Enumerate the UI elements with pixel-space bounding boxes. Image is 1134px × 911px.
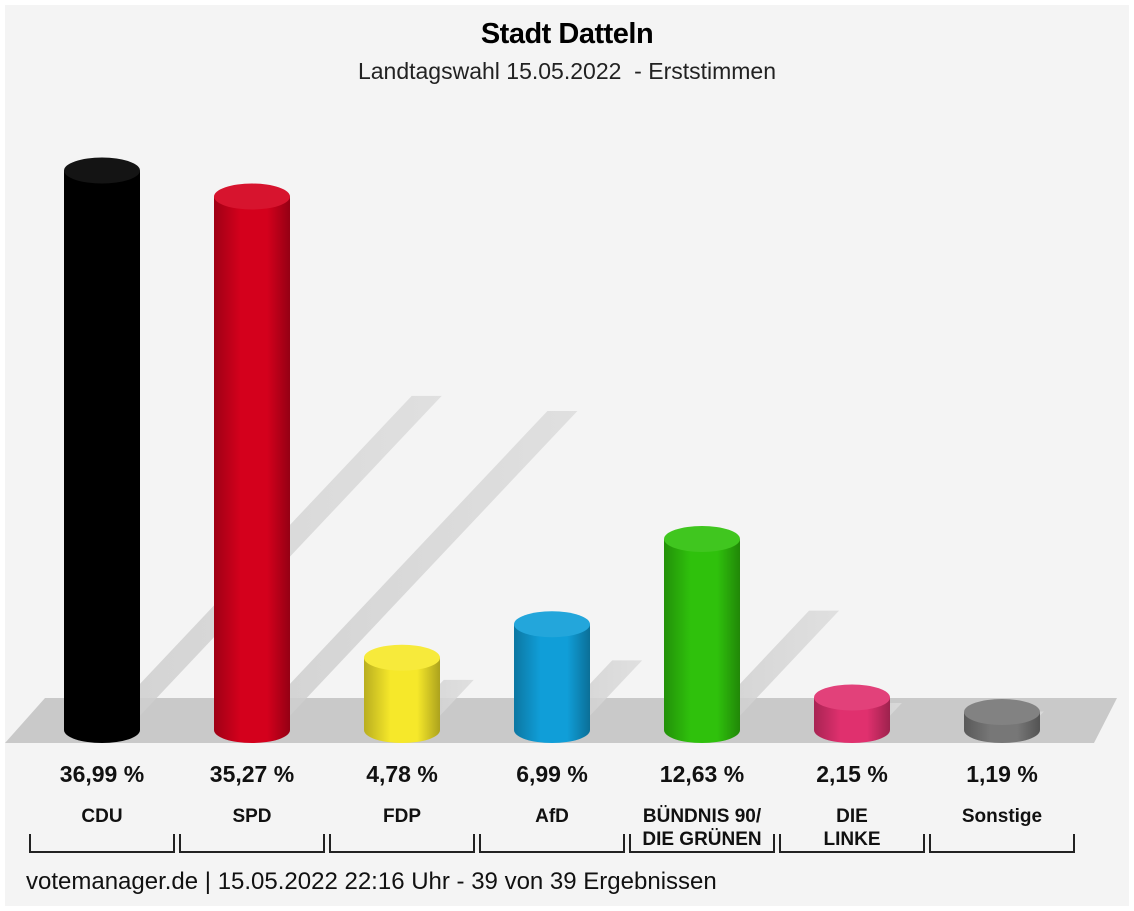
category-label: FDP	[383, 806, 421, 827]
chart-subtitle: Landtagswahl 15.05.2022 - Erststimmen	[357, 58, 777, 84]
category-bracket	[329, 834, 475, 853]
bar-top	[64, 157, 140, 184]
category-label: DIE LINKE	[824, 806, 881, 850]
category-bracket	[479, 834, 625, 853]
category-label: CDU	[81, 806, 122, 827]
value-label: 35,27 %	[210, 761, 294, 787]
bar-1	[214, 183, 290, 743]
bar-3	[514, 611, 590, 743]
chart-background	[5, 5, 1129, 906]
bar-2	[364, 644, 440, 743]
category-bracket	[629, 834, 775, 853]
bar-body	[814, 697, 890, 743]
bar-top	[514, 611, 590, 638]
footer-source: votemanager.de | 15.05.2022 22:16 Uhr - …	[26, 868, 717, 895]
bar-5	[814, 684, 890, 743]
bar-body	[664, 538, 740, 743]
bars	[64, 157, 1040, 743]
bar-6	[964, 699, 1040, 743]
category-label: AfD	[535, 806, 569, 827]
bar-body	[214, 196, 290, 743]
value-label: 6,99 %	[516, 761, 588, 787]
category-label: SPD	[232, 806, 271, 827]
value-label: 1,19 %	[966, 761, 1038, 787]
bar-body	[364, 657, 440, 743]
category-bracket	[929, 834, 1075, 853]
bar-top	[964, 699, 1040, 726]
bar-4	[664, 525, 740, 743]
category-label: BÜNDNIS 90/DIE GRÜNEN	[642, 806, 761, 850]
bar-top	[214, 183, 290, 210]
value-label: 36,99 %	[60, 761, 144, 787]
bar-top	[364, 644, 440, 671]
category-bracket	[779, 834, 925, 853]
bar-body	[64, 170, 140, 743]
category-label: Sonstige	[962, 806, 1042, 827]
value-label: 12,63 %	[660, 761, 744, 787]
labels: 36,99 % CDU 35,27 % SPD 4,78 % FDP 6,99 % AfD 12…	[60, 761, 1042, 850]
bar-top	[814, 684, 890, 711]
bar-shadow	[254, 410, 578, 722]
category-bracket	[179, 834, 325, 853]
value-label: 2,15 %	[816, 761, 888, 787]
value-label: 4,78 %	[366, 761, 438, 787]
bar-body	[514, 624, 590, 743]
category-brackets	[29, 834, 1075, 853]
bar-top	[664, 525, 740, 552]
category-bracket	[29, 834, 175, 853]
chart-title: Stadt Datteln	[480, 18, 654, 50]
bar-0	[64, 157, 140, 743]
